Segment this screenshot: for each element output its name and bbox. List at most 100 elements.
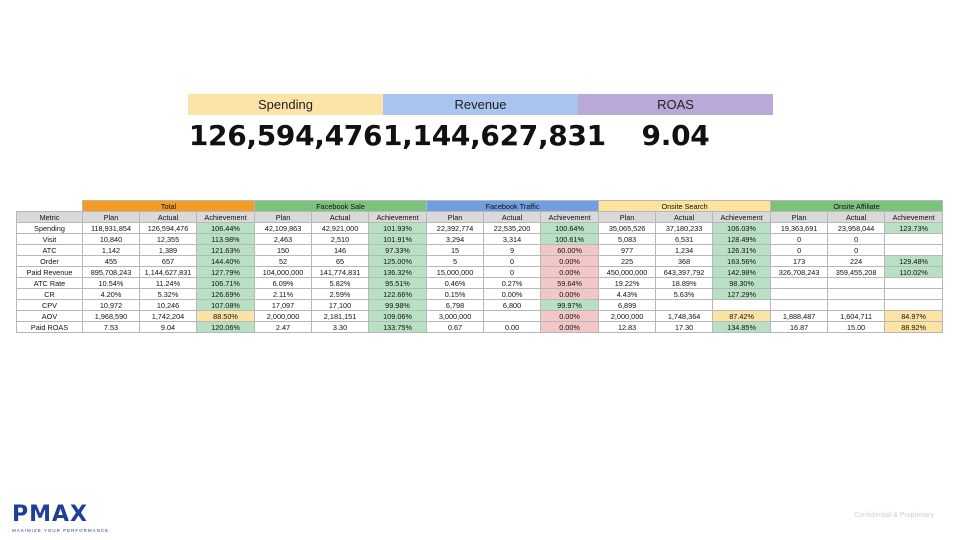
metric-name: Spending — [16, 222, 83, 234]
metric-name: AOV — [16, 310, 83, 322]
cell-plan: 15,000,000 — [426, 266, 485, 278]
kpi-value: 9.04 — [641, 119, 710, 152]
cell-achievement: 113.98% — [195, 233, 256, 245]
cell-plan: 10,972 — [82, 299, 140, 311]
cell-actual: 1,389 — [139, 244, 197, 256]
cell-achievement: 88.50% — [195, 310, 256, 322]
cell-actual: 42,921,000 — [311, 222, 370, 234]
cell-plan: 2.11% — [254, 288, 313, 300]
cell-achievement: 0.00% — [540, 255, 600, 267]
cell-actual: 0 — [827, 244, 886, 256]
cell-plan: 326,708,243 — [770, 266, 829, 278]
cell-achievement: 126.69% — [195, 288, 256, 300]
group-header: Total — [81, 200, 256, 212]
table-row: CPV 10,972 10,246 107.08% 17,097 17,100 99.98%… — [16, 299, 944, 311]
cell-achievement: 84.97% — [884, 310, 944, 322]
cell-plan: 150 — [254, 244, 313, 256]
cell-achievement: 128.49% — [712, 233, 772, 245]
cell-plan: 1,888,487 — [770, 310, 829, 322]
cell-plan — [770, 299, 829, 311]
column-header-actual: Actual — [483, 211, 542, 223]
cell-plan: 450,000,000 — [598, 266, 657, 278]
cell-actual: 10,246 — [139, 299, 197, 311]
table-row: ATC 1,142 1,389 121.63% 150 146 97.33% 15 9 60.00… — [16, 244, 944, 256]
metric-name: Visit — [16, 233, 83, 245]
cell-achievement: 127.29% — [712, 288, 772, 300]
cell-plan: 0.67 — [426, 321, 485, 333]
cell-achievement — [884, 244, 944, 256]
cell-plan: 0 — [770, 233, 829, 245]
cell-plan — [770, 277, 829, 289]
cell-achievement: 101.91% — [368, 233, 428, 245]
group-header-row: Total Facebook Sale Facebook Traffic Onsite… — [17, 200, 944, 212]
kpi-summary: Spending 126,594,476 Revenue 1,144,627,8… — [188, 94, 773, 152]
logo-mark: PMAX — [12, 502, 89, 527]
cell-plan: 0 — [770, 244, 829, 256]
cell-plan: 895,708,243 — [82, 266, 140, 278]
cell-plan: 3,000,000 — [426, 310, 485, 322]
cell-actual: 1,234 — [655, 244, 714, 256]
logo-tagline: MAXIMIZE YOUR PERFORMANCE — [12, 528, 110, 533]
cell-achievement: 95.51% — [368, 277, 428, 289]
cell-plan: 22,392,774 — [426, 222, 485, 234]
cell-actual: 643,397,792 — [655, 266, 714, 278]
pmax-logo: PMAX MAXIMIZE YOUR PERFORMANCE — [12, 502, 110, 534]
column-header-actual: Actual — [655, 211, 714, 223]
cell-achievement: 107.08% — [195, 299, 256, 311]
cell-achievement: 106.03% — [712, 222, 772, 234]
cell-actual — [827, 277, 886, 289]
group-header-blank — [17, 201, 83, 212]
cell-actual: 141,774,831 — [311, 266, 370, 278]
group-header: Facebook Sale — [254, 200, 428, 212]
table-row: AOV 1,968,590 1,742,204 88.50% 2,000,000 2,18… — [16, 310, 944, 322]
cell-plan: 0.46% — [426, 277, 485, 289]
cell-achievement: 106.44% — [195, 222, 256, 234]
cell-achievement: 0.00% — [540, 321, 600, 333]
cell-actual: 0.00 — [483, 321, 542, 333]
cell-achievement: 134.85% — [712, 321, 772, 333]
cell-achievement — [884, 277, 944, 289]
cell-actual: 11.24% — [139, 277, 197, 289]
table-row: Paid Revenue 895,708,243 1,144,627,831 127.… — [16, 266, 944, 278]
cell-actual — [655, 299, 714, 311]
kpi-roas: ROAS 9.04 — [578, 94, 773, 152]
metric-name: Paid Revenue — [16, 266, 83, 278]
metric-name: CR — [16, 288, 83, 300]
cell-achievement: 101.93% — [368, 222, 428, 234]
cell-actual: 359,455,208 — [827, 266, 886, 278]
table-row: ATC Rate 10.54% 11.24% 106.71% 6.09% 5.82% 95.… — [16, 277, 944, 289]
column-header-achievement: Achievement — [195, 211, 256, 223]
cell-actual: 0.00% — [483, 288, 542, 300]
cell-achievement: 142.98% — [712, 266, 772, 278]
metric-header: Metric — [16, 211, 83, 223]
cell-achievement: 0.00% — [540, 288, 600, 300]
cell-actual: 3.30 — [311, 321, 370, 333]
column-header-achievement: Achievement — [540, 211, 600, 223]
cell-plan: 15 — [426, 244, 485, 256]
footer-note: Confidential & Proprietary — [854, 512, 934, 519]
column-header-plan: Plan — [254, 211, 313, 223]
kpi-label: Spending — [188, 94, 383, 115]
cell-achievement: 100.64% — [540, 222, 600, 234]
cell-plan: 35,065,526 — [598, 222, 657, 234]
cell-plan: 6,899 — [598, 299, 657, 311]
column-header-achievement: Achievement — [884, 211, 944, 223]
cell-achievement: 122.66% — [368, 288, 428, 300]
cell-achievement: 87.42% — [712, 310, 772, 322]
cell-plan: 225 — [598, 255, 657, 267]
cell-actual: 17.30 — [655, 321, 714, 333]
table-row: Paid ROAS 7.53 9.04 120.06% 2.47 3.30 133.75% 0… — [16, 321, 944, 333]
table-row: Spending 118,931,854 126,594,476 106.44% 42,… — [16, 222, 944, 234]
cell-actual: 2,510 — [311, 233, 370, 245]
cell-plan: 42,109,863 — [254, 222, 313, 234]
cell-achievement: 0.00% — [540, 266, 600, 278]
metric-name: CPV — [16, 299, 83, 311]
cell-achievement: 60.00% — [540, 244, 600, 256]
cell-achievement: 129.48% — [884, 255, 944, 267]
cell-plan: 118,931,854 — [82, 222, 140, 234]
cell-achievement: 109.06% — [368, 310, 428, 322]
column-header-actual: Actual — [311, 211, 370, 223]
cell-plan: 4.20% — [82, 288, 140, 300]
cell-plan: 455 — [82, 255, 140, 267]
cell-achievement: 100.61% — [540, 233, 600, 245]
